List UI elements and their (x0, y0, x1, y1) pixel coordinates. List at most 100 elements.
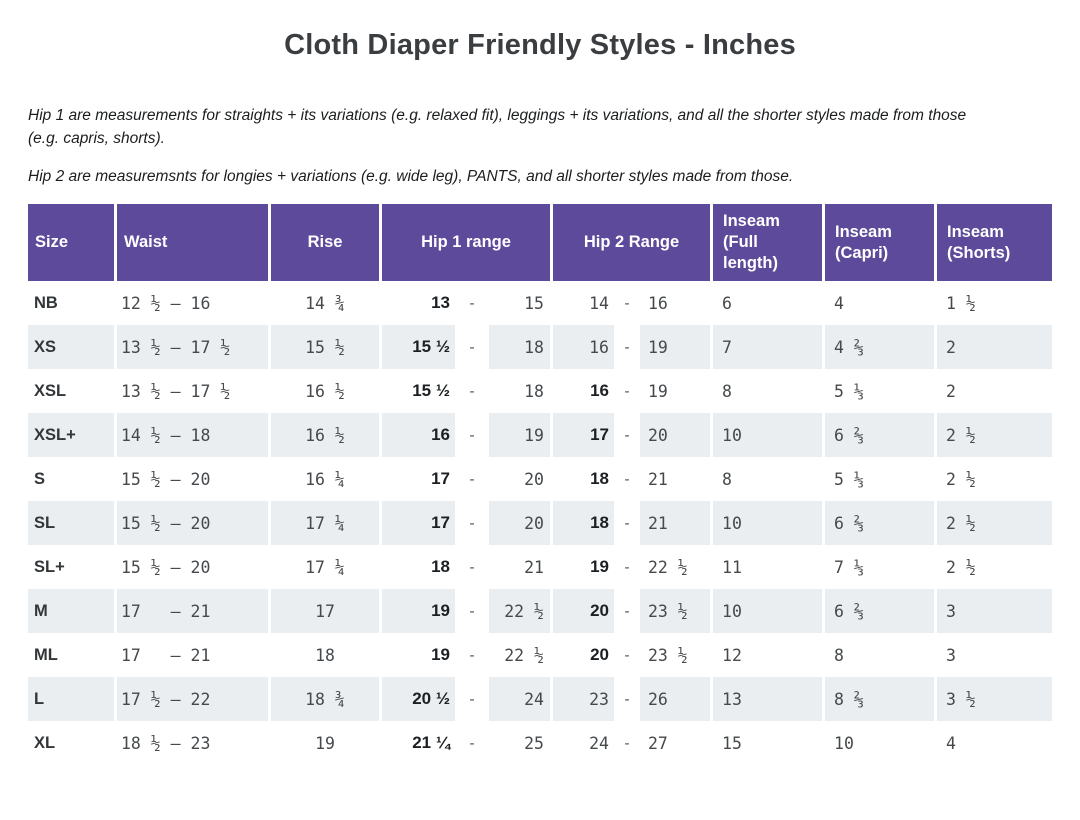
cell-hip2-separator: - (617, 589, 640, 633)
table-row: XS 13 ½ – 17 ½ 15 ½ 15 ½ - 18 16 - 19 7 … (28, 325, 1053, 369)
table-row: M 17 – 21 17 19 - 22 ½ 20 - 23 ½ 10 6 ⅔ … (28, 589, 1053, 633)
cell-hip1-high: 19 (489, 413, 553, 457)
cell-inseam-shorts: 3 (946, 645, 956, 665)
cell-hip1-low: 20 ½ (382, 677, 458, 721)
cell-inseam-shorts: 2 ½ (946, 469, 976, 489)
table-row: SL 15 ½ – 20 17 ¼ 17 - 20 18 - 21 10 6 ⅔… (28, 501, 1053, 545)
cell-hip1-low: 17 (382, 457, 458, 501)
cell-inseam-capri: 6 ⅔ (825, 589, 938, 633)
cell-hip1-high: 22 ½ (489, 633, 553, 677)
cell-inseam-shorts: 2 ½ (946, 557, 976, 577)
cell-inseam-shorts: 2 ½ (937, 501, 1053, 545)
cell-hip1-separator: - (458, 281, 489, 325)
cell-inseam-capri: 4 (825, 281, 938, 325)
cell-inseam-shorts: 2 ½ (937, 413, 1053, 457)
cell-hip2-low: 23 (553, 677, 617, 721)
cell-hip1-high: 25 (489, 721, 553, 765)
table-row: S 15 ½ – 20 16 ¼ 17 - 20 18 - 21 8 5 ⅓ 2… (28, 457, 1052, 501)
cell-waist: 15 ½ – 20 (117, 545, 271, 589)
cell-inseam-full: 12 (713, 633, 826, 677)
cell-hip2-separator: - (617, 677, 640, 721)
cell-hip2-low: 17 (553, 413, 617, 457)
cell-rise: 15 ½ (271, 325, 382, 369)
cell-hip2-high: 27 (640, 721, 714, 765)
cell-inseam-shorts: 3 ½ (937, 677, 1053, 721)
table-row: XL 18 ½ – 23 19 21 ¼ - 25 24 - 27 15 10 … (28, 721, 1052, 765)
cell-size: SL (28, 501, 117, 545)
cell-rise: 17 ¼ (271, 501, 382, 545)
cell-hip2-high: 20 (640, 413, 714, 457)
header-hip1-range: Hip 1 range (382, 204, 553, 281)
cell-hip2-low: 16 (553, 369, 617, 413)
table-row: XSL+ 14 ½ – 18 16 ½ 16 - 19 17 - 20 10 6… (28, 413, 1053, 457)
cell-hip1-high: 18 (489, 369, 553, 413)
table-row: L 17 ½ – 22 18 ¾ 20 ½ - 24 23 - 26 13 8 … (28, 677, 1053, 721)
cell-inseam-capri: 7 ⅓ (825, 545, 938, 589)
header-inseam-capri: Inseam (Capri) (825, 204, 938, 281)
cell-hip1-low: 18 (382, 545, 458, 589)
cell-waist: 14 ½ – 18 (117, 413, 271, 457)
cell-hip2-low: 14 (553, 281, 617, 325)
cell-hip2-low: 18 (553, 457, 617, 501)
cell-rise: 17 ¼ (271, 545, 382, 589)
cell-hip1-low: 21 ¼ (382, 721, 458, 765)
cell-hip2-separator: - (617, 369, 640, 413)
cell-hip1-separator: - (458, 413, 489, 457)
header-rise: Rise (271, 204, 382, 281)
cell-hip1-high: 22 ½ (489, 589, 553, 633)
cell-hip2-high: 23 ½ (640, 633, 714, 677)
table-body: NB 12 ½ – 16 14 ¾ 13 - 15 14 - 16 6 4 1 … (28, 281, 1053, 765)
cell-hip1-separator: - (458, 325, 489, 369)
cell-hip2-low: 16 (553, 325, 617, 369)
cell-inseam-full: 13 (713, 677, 826, 721)
cell-inseam-full: 10 (713, 589, 826, 633)
cell-waist: 18 ½ – 23 (117, 721, 271, 765)
cell-inseam-shorts: 1 ½ (946, 293, 976, 313)
cell-waist: 17 – 21 (117, 633, 271, 677)
cell-rise: 14 ¾ (271, 281, 382, 325)
cell-hip1-high: 18 (489, 325, 553, 369)
cell-hip1-high: 20 (489, 501, 553, 545)
cell-hip2-low: 20 (553, 633, 617, 677)
header-size: Size (28, 204, 117, 281)
cell-hip2-high: 23 ½ (640, 589, 714, 633)
cell-hip2-separator: - (617, 545, 640, 589)
page-title: Cloth Diaper Friendly Styles - Inches (284, 29, 796, 61)
header-row: Size Waist Rise Hip 1 range Hip 2 Range … (28, 204, 1053, 281)
cell-size: XS (28, 325, 117, 369)
cell-hip2-separator: - (617, 457, 640, 501)
page: Cloth Diaper Friendly Styles - Inches Hi… (0, 28, 1080, 765)
intro-hip2-note: Hip 2 are measuremsnts for longies + var… (28, 168, 794, 185)
table-row: ML 17 – 21 18 19 - 22 ½ 20 - 23 ½ 12 8 3 (28, 633, 1052, 677)
cell-inseam-capri: 4 ⅔ (825, 325, 938, 369)
cell-hip1-separator: - (458, 677, 489, 721)
cell-rise: 16 ¼ (271, 457, 382, 501)
size-chart-table: Size Waist Rise Hip 1 range Hip 2 Range … (28, 204, 1053, 765)
cell-waist: 13 ½ – 17 ½ (117, 325, 271, 369)
cell-inseam-full: 7 (713, 325, 826, 369)
header-inseam-shorts: Inseam (Shorts) (937, 204, 1053, 281)
cell-rise: 19 (271, 721, 382, 765)
cell-inseam-full: 8 (713, 369, 826, 413)
cell-hip1-low: 13 (382, 281, 458, 325)
cell-waist: 15 ½ – 20 (117, 501, 271, 545)
cell-size: ML (28, 633, 117, 677)
header-hip2-range: Hip 2 Range (553, 204, 714, 281)
cell-hip1-separator: - (458, 721, 489, 765)
cell-size: XL (28, 721, 117, 765)
cell-hip1-low: 19 (382, 589, 458, 633)
cell-rise: 17 (271, 589, 382, 633)
intro-hip1-note: Hip 1 are measurements for straights + i… (28, 107, 967, 147)
cell-inseam-shorts: 4 (946, 733, 956, 753)
cell-inseam-full: 15 (713, 721, 826, 765)
cell-rise: 18 ¾ (271, 677, 382, 721)
cell-hip2-high: 21 (640, 457, 714, 501)
cell-hip1-separator: - (458, 545, 489, 589)
cell-hip2-separator: - (617, 413, 640, 457)
cell-hip2-high: 26 (640, 677, 714, 721)
table-header: Size Waist Rise Hip 1 range Hip 2 Range … (28, 204, 1053, 281)
cell-hip1-low: 16 (382, 413, 458, 457)
cell-hip2-low: 24 (553, 721, 617, 765)
cell-hip1-high: 24 (489, 677, 553, 721)
cell-inseam-full: 8 (713, 457, 826, 501)
